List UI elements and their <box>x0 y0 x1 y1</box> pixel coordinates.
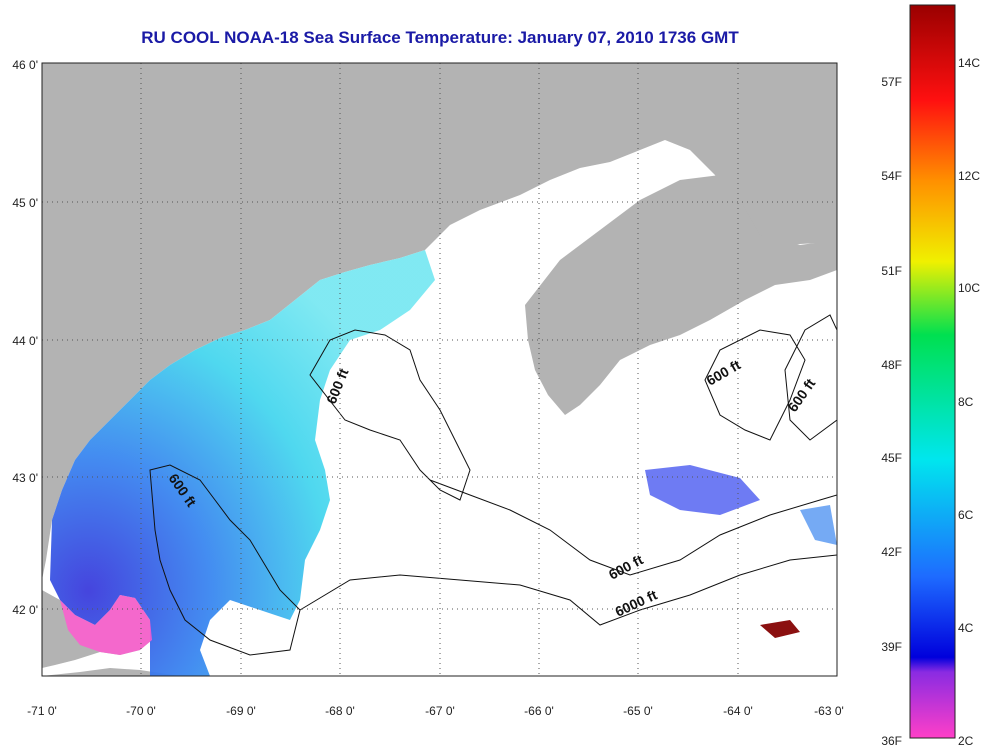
depth-contours <box>149 314 837 656</box>
cb-c-label: 10C <box>958 281 980 295</box>
lon-label: -66 0' <box>524 704 554 718</box>
cb-f-label: 42F <box>881 545 902 559</box>
cb-c-label: 12C <box>958 169 980 183</box>
lon-label: -69 0' <box>226 704 256 718</box>
cb-f-label: 57F <box>881 75 902 89</box>
cb-f-label: 39F <box>881 640 902 654</box>
cb-c-label: 2C <box>958 734 974 748</box>
land-mainland <box>42 63 837 580</box>
lon-label: -65 0' <box>623 704 653 718</box>
contour-600ft-basin <box>309 329 471 501</box>
contour-6000ft <box>299 554 837 626</box>
lon-label: -64 0' <box>723 704 753 718</box>
latitude-labels: 46 0' 45 0' 44 0' 43 0' 42 0' <box>12 58 38 617</box>
lat-label: 44 0' <box>12 334 38 348</box>
cb-c-label: 8C <box>958 395 974 409</box>
colorbar-celsius-labels: 14C 12C 10C 8C 6C 4C 2C <box>958 56 980 748</box>
sst-offshore-patch-east <box>800 505 837 545</box>
lat-label: 46 0' <box>12 58 38 72</box>
lat-label: 43 0' <box>12 471 38 485</box>
sst-warm-edge <box>60 595 152 655</box>
sst-warm-spot <box>760 620 800 638</box>
cb-c-label: 6C <box>958 508 974 522</box>
lon-label: -70 0' <box>126 704 156 718</box>
lat-label: 42 0' <box>12 603 38 617</box>
lon-label: -63 0' <box>814 704 844 718</box>
sst-data-region <box>50 250 435 676</box>
lon-label: -67 0' <box>425 704 455 718</box>
cb-f-label: 51F <box>881 264 902 278</box>
cb-f-label: 36F <box>881 734 902 748</box>
land-islands <box>42 668 180 676</box>
contour-600ft-shelf <box>429 479 837 576</box>
lon-label: -68 0' <box>325 704 355 718</box>
graticule <box>42 63 837 676</box>
cb-f-label: 54F <box>881 169 902 183</box>
chart-title: RU COOL NOAA-18 Sea Surface Temperature:… <box>141 28 739 47</box>
map-border <box>41 62 838 677</box>
contour-600ft-far-east <box>784 314 837 441</box>
cb-f-label: 48F <box>881 358 902 372</box>
colorbar-fahrenheit-labels: 57F 54F 51F 48F 45F 42F 39F 36F <box>881 75 902 748</box>
sst-offshore-patch <box>645 465 760 515</box>
cb-f-label: 45F <box>881 451 902 465</box>
lat-label: 45 0' <box>12 196 38 210</box>
cb-c-label: 4C <box>958 621 974 635</box>
lon-label: -71 0' <box>27 704 57 718</box>
land-nova-scotia <box>525 175 837 415</box>
contour-600ft-east <box>704 329 806 441</box>
colorbar <box>909 4 956 739</box>
cb-c-label: 14C <box>958 56 980 70</box>
longitude-labels: -71 0' -70 0' -69 0' -68 0' -67 0' -66 0… <box>27 704 844 718</box>
